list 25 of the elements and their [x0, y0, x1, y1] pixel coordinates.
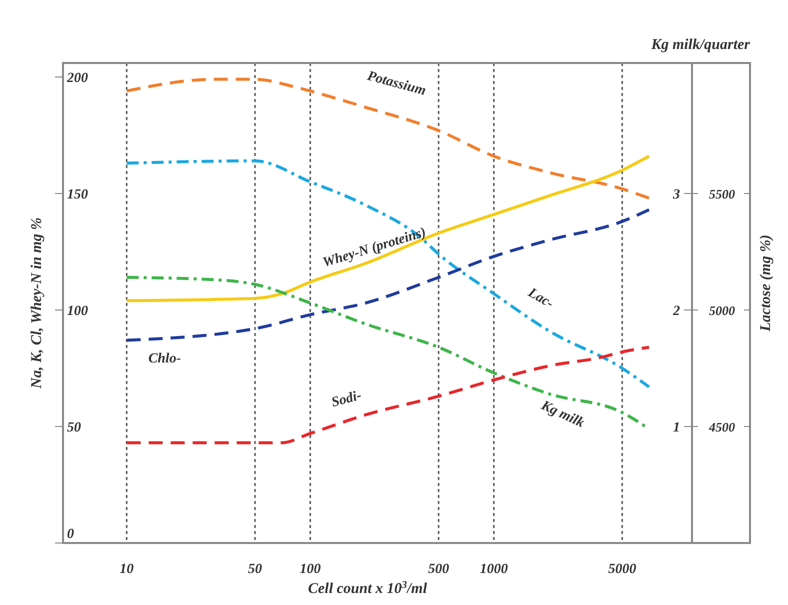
x-tick-label: 100	[300, 562, 321, 577]
y3-tick-label: 5500	[709, 186, 736, 202]
y3-axis-title: Lactose (mg %)	[758, 234, 774, 332]
y-tick-label: 150	[67, 187, 88, 202]
text: Lac-	[524, 285, 556, 312]
y-tick-label: 0	[67, 527, 74, 542]
y2-axis-title: Kg milk/quarter	[650, 37, 750, 53]
x-tick-label: 5000	[608, 562, 636, 577]
y2-tick-label: 1	[673, 420, 680, 436]
x-tick-label: 500	[428, 562, 450, 577]
x-tick-label: 1000	[480, 562, 508, 577]
y-tick-label: 50	[67, 420, 81, 436]
y-tick-label: 200	[66, 70, 88, 86]
text: Sodi-	[330, 388, 364, 411]
y3-tick-label: 4500	[708, 419, 736, 434]
y3-tick-label: 5000	[709, 302, 736, 318]
series-label: Chlo-	[148, 351, 182, 366]
y2-tick-label: 2	[672, 304, 680, 319]
y2-tick-label: 3	[672, 187, 680, 202]
x-axis-title: Cell count x 10$^{3}$/ml	[308, 580, 428, 597]
text: Kg milk	[538, 398, 586, 432]
y-axis-title: Na, K, Cl, Whey-N in mg %	[29, 218, 45, 390]
x-tick-label: 50	[248, 562, 262, 577]
x-tick-label: 10	[120, 562, 134, 577]
y-tick-label: 100	[67, 304, 88, 319]
